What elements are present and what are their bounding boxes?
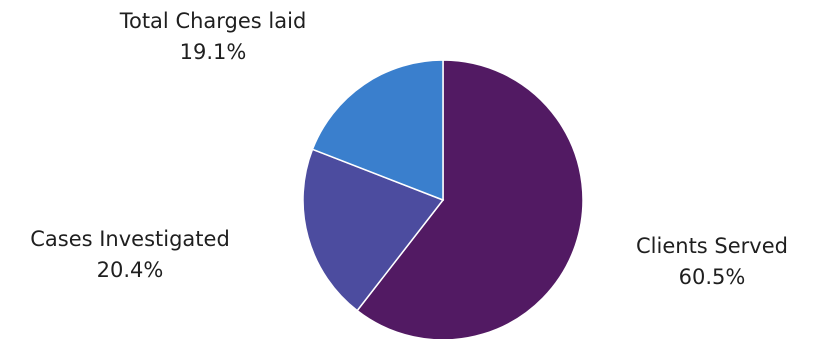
pie-slice-cases-investigated [302,148,445,312]
slice-label-clients-served: Clients Served 60.5% [636,231,788,293]
slice-label-name: Total Charges laid [119,9,307,33]
slice-label-name: Cases Investigated [30,227,230,251]
slice-label-value: 60.5% [678,265,746,289]
slice-label-value: 19.1% [179,40,247,64]
pie-slice-total-charges-laid [311,59,444,202]
slice-label-cases-investigated: Cases Investigated 20.4% [30,224,230,286]
slice-label-total-charges-laid: Total Charges laid 19.1% [120,6,307,68]
slice-label-value: 20.4% [96,258,164,282]
slice-label-name: Clients Served [636,234,788,258]
